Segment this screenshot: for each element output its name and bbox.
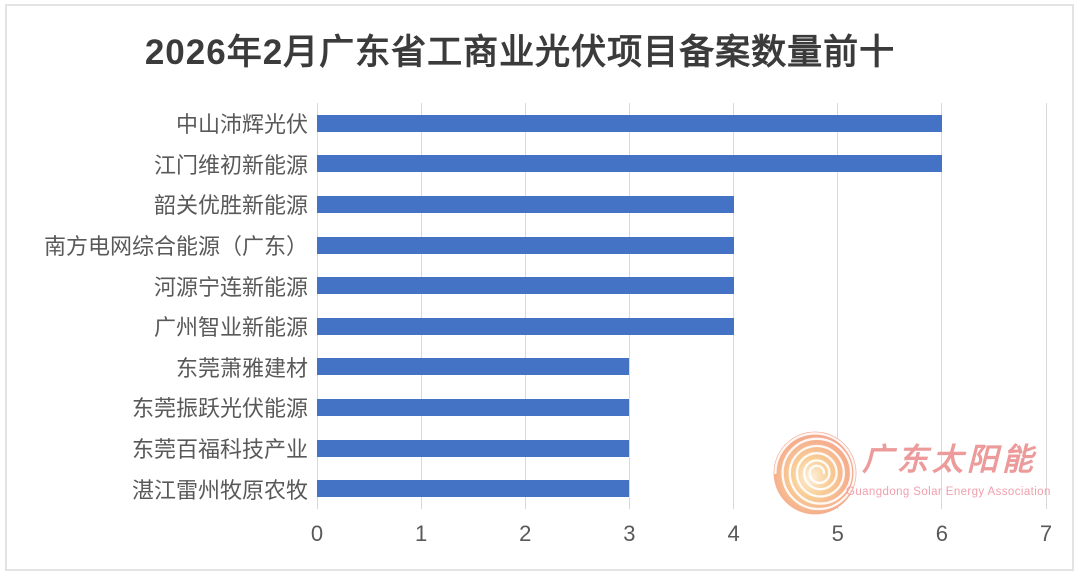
category-label: 韶关优胜新能源 bbox=[153, 193, 308, 219]
gridline bbox=[524, 103, 526, 509]
x-tick-label: 0 bbox=[310, 521, 324, 546]
bar bbox=[317, 317, 734, 335]
category-axis: 中山沛辉光伏江门维初新能源 韶关优胜新能源南方电网综合能源（广东） 河源宁连新能源广… bbox=[0, 103, 308, 509]
category-label: 中山沛辉光伏 bbox=[175, 112, 308, 138]
gridline bbox=[628, 103, 630, 509]
x-axis: 0 1 2 3 4 5 6 7 bbox=[311, 521, 1052, 551]
x-tick-label: 2 bbox=[519, 521, 532, 546]
bar bbox=[317, 480, 630, 498]
x-tick-label: 3 bbox=[623, 521, 636, 546]
category-label: 东莞百福科技产业 bbox=[131, 437, 308, 463]
gridline bbox=[837, 103, 839, 509]
bar bbox=[317, 277, 734, 295]
category-label: 南方电网综合能源（广东） bbox=[43, 234, 308, 260]
category-label: 东莞振跃光伏能源 bbox=[131, 396, 308, 422]
bar bbox=[317, 155, 942, 173]
x-tick-label: 4 bbox=[727, 521, 740, 546]
gridline bbox=[316, 103, 318, 509]
solar-swirl-icon bbox=[773, 431, 857, 515]
category-label: 湛江雷州牧原农牧 bbox=[131, 477, 308, 503]
bar bbox=[317, 439, 630, 457]
gridline bbox=[1045, 103, 1047, 509]
x-tick-label: 6 bbox=[935, 521, 948, 546]
association-logo: 广东太阳能 Guangdong Solar Energy Association bbox=[770, 428, 1050, 520]
category-label: 河源宁连新能源 bbox=[153, 274, 308, 300]
bar bbox=[317, 196, 734, 213]
chart-title: 2026年2月广东省工商业光伏项目备案数量前十 bbox=[144, 33, 896, 72]
x-tick-label: 5 bbox=[831, 521, 844, 546]
category-label: 东莞萧雅建材 bbox=[175, 355, 308, 381]
x-tick-label: 7 bbox=[1039, 521, 1053, 546]
x-tick-label: 1 bbox=[415, 521, 428, 546]
logo-chinese-text: 广东太阳能 bbox=[862, 442, 1037, 478]
gridline bbox=[733, 103, 735, 509]
plot-area bbox=[316, 103, 1047, 509]
logo-english-text: Guangdong Solar Energy Association bbox=[846, 486, 1051, 498]
bar bbox=[317, 358, 630, 376]
bar bbox=[317, 236, 734, 254]
gridline bbox=[420, 103, 422, 509]
bar bbox=[317, 114, 942, 132]
category-label: 广州智业新能源 bbox=[153, 315, 308, 341]
gridline bbox=[941, 103, 943, 509]
bar bbox=[317, 399, 630, 416]
category-label: 江门维初新能源 bbox=[153, 152, 308, 178]
